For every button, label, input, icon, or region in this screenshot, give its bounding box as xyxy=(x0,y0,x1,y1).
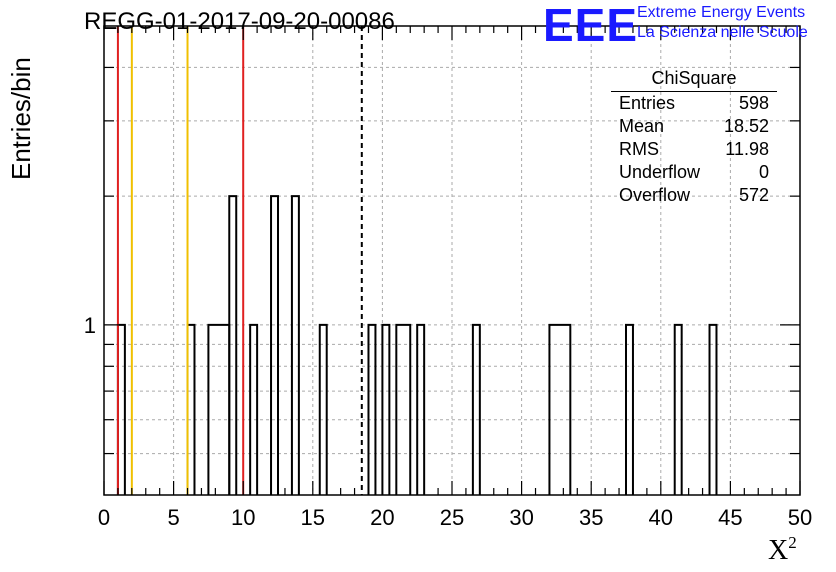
stats-row-underflow: Underflow 0 xyxy=(611,161,777,184)
x-axis-label-superscript: 2 xyxy=(788,533,797,552)
stats-row-mean: Mean 18.52 xyxy=(611,115,777,138)
stats-value: 11.98 xyxy=(725,139,769,159)
axis-ticks: 0 5 10 15 20 25 30 35 40 45 50 1 xyxy=(84,26,812,530)
histogram-bin xyxy=(381,323,391,495)
y-axis-label: Entries/bin xyxy=(6,57,36,180)
histogram-bin xyxy=(186,323,196,495)
stats-label: Entries xyxy=(619,93,676,113)
x-axis-label: X2 xyxy=(768,533,797,567)
x-tick-label: 5 xyxy=(167,505,179,530)
histogram-bin xyxy=(395,323,412,495)
histogram-bin xyxy=(228,195,238,495)
x-tick-label: 45 xyxy=(718,505,742,530)
stats-title: ChiSquare xyxy=(611,67,777,92)
x-tick-label: 35 xyxy=(579,505,603,530)
stats-box: ChiSquare Entries 598 Mean 18.52 RMS 11.98 … xyxy=(611,67,777,207)
histogram-bin xyxy=(207,323,231,495)
histogram-bin xyxy=(270,195,279,495)
x-tick-label: 40 xyxy=(649,505,673,530)
y-tick-label: 1 xyxy=(84,313,96,338)
stats-value: 18.52 xyxy=(723,116,769,136)
x-tick-label: 25 xyxy=(440,505,464,530)
histogram-bin xyxy=(416,323,426,495)
histogram-bin xyxy=(249,323,259,495)
histogram-bin xyxy=(673,323,683,495)
histogram-bin xyxy=(625,323,634,495)
stats-value: 572 xyxy=(738,185,769,205)
stats-row-entries: Entries 598 xyxy=(611,92,777,115)
histogram-bin xyxy=(116,323,126,495)
stats-label: Mean xyxy=(619,116,665,136)
chart-title: REGG-01-2017-09-20-00086 xyxy=(84,8,395,35)
eee-logo: EEE xyxy=(543,0,639,51)
stats-value: 0 xyxy=(758,162,769,182)
x-tick-label: 30 xyxy=(509,505,533,530)
x-tick-label: 10 xyxy=(231,505,255,530)
histogram-bin xyxy=(318,323,328,495)
stats-row-overflow: Overflow 572 xyxy=(611,184,777,207)
stats-label: Overflow xyxy=(619,185,691,205)
x-tick-label: 50 xyxy=(788,505,812,530)
stats-row-rms: RMS 11.98 xyxy=(611,138,777,161)
x-tick-label: 15 xyxy=(301,505,325,530)
stats-value: 598 xyxy=(738,93,769,113)
stats-label: Underflow xyxy=(619,162,701,182)
histogram-bin xyxy=(290,195,300,495)
reference-lines xyxy=(116,26,363,495)
x-tick-label: 20 xyxy=(370,505,394,530)
histogram-bin xyxy=(471,323,481,495)
histogram-bin xyxy=(708,323,718,495)
logo-line-1: Extreme Energy Events xyxy=(637,4,806,21)
logo-line-2: La Scienza nelle Scuole xyxy=(637,24,808,41)
x-tick-label: 0 xyxy=(98,505,110,530)
histogram-series xyxy=(116,195,718,495)
stats-label: RMS xyxy=(619,139,659,159)
x-axis-label-base: X xyxy=(768,535,789,566)
histogram-bin xyxy=(367,323,377,495)
histogram-bin xyxy=(548,323,572,495)
